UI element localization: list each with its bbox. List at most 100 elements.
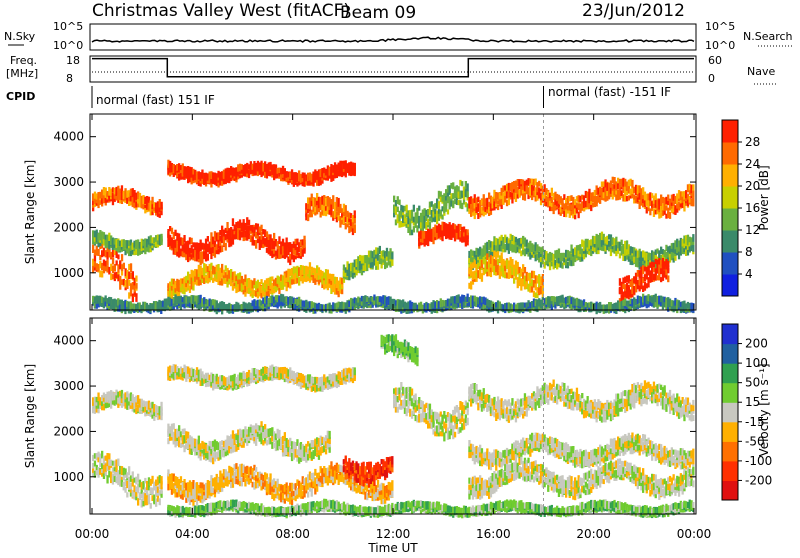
power-colorbar-tick-label: 4 bbox=[745, 267, 753, 281]
nsky-tick-low: 10^0 bbox=[53, 39, 83, 52]
power-cell bbox=[354, 210, 356, 218]
nsearch-tick-high: 10^5 bbox=[705, 20, 735, 33]
velocity-cell bbox=[126, 492, 128, 497]
power-band-10 bbox=[468, 177, 694, 220]
freq-label-2: [MHz] bbox=[6, 67, 38, 80]
power-band-3 bbox=[167, 160, 356, 188]
power-cell bbox=[130, 263, 132, 272]
power-cell bbox=[354, 163, 356, 169]
power-cell bbox=[413, 205, 415, 212]
power-cell bbox=[303, 236, 305, 244]
velocity-band-0 bbox=[92, 390, 163, 421]
power-cell bbox=[631, 180, 633, 188]
power-cell bbox=[354, 225, 356, 234]
power-colorbar-segment bbox=[722, 274, 738, 297]
power-cell bbox=[692, 234, 694, 242]
nave-label: Nave bbox=[747, 65, 775, 78]
power-cell bbox=[467, 229, 469, 235]
velocity-band-2 bbox=[167, 364, 356, 392]
power-cell bbox=[112, 258, 114, 265]
power-cell bbox=[160, 234, 162, 241]
power-cell bbox=[123, 263, 125, 268]
power-ytick-label: 3000 bbox=[53, 175, 84, 189]
power-colorbar-label: Power [dB] bbox=[757, 165, 771, 230]
date-label: 23/Jun/2012 bbox=[582, 1, 685, 21]
nsky-trace bbox=[92, 37, 694, 42]
power-band-0 bbox=[92, 185, 163, 218]
freq-label-1: Freq. bbox=[10, 54, 37, 67]
power-cell bbox=[135, 283, 137, 288]
nave-tick-low: 0 bbox=[708, 72, 715, 85]
power-cell bbox=[289, 259, 291, 265]
power-cell bbox=[207, 236, 209, 242]
frequency-trace bbox=[92, 59, 694, 77]
power-cell bbox=[121, 254, 123, 261]
power-cell bbox=[207, 254, 209, 261]
velocity-cell bbox=[148, 494, 150, 501]
power-cell bbox=[692, 190, 694, 198]
power-band-7 bbox=[343, 246, 394, 283]
power-band-6 bbox=[167, 262, 343, 300]
power-colorbar-segment bbox=[722, 142, 738, 165]
nsky-panel bbox=[90, 24, 696, 50]
beam-label: Beam 09 bbox=[340, 3, 416, 23]
velocity-cell bbox=[117, 459, 119, 467]
nsearch-tick-low: 10^0 bbox=[705, 39, 735, 52]
power-ytick-label: 4000 bbox=[53, 130, 84, 144]
power-cell bbox=[438, 201, 440, 209]
power-colorbar-segment bbox=[722, 164, 738, 187]
velocity-cell bbox=[160, 476, 162, 484]
power-ytick-label: 1000 bbox=[53, 266, 84, 280]
station-title: Christmas Valley West (fitACF) bbox=[92, 1, 350, 21]
nsearch-label: N.Search bbox=[743, 30, 793, 43]
power-cell bbox=[692, 198, 694, 207]
power-cell bbox=[447, 209, 449, 214]
nsky-label: N.Sky bbox=[4, 30, 36, 43]
freq-tick-low: 8 bbox=[66, 72, 73, 85]
power-cell bbox=[398, 200, 400, 206]
power-cell bbox=[467, 183, 469, 191]
cpid-segment-2: normal (fast) -151 IF bbox=[548, 85, 671, 99]
power-cell bbox=[106, 260, 108, 265]
power-cell bbox=[225, 243, 227, 251]
power-colorbar-segment bbox=[722, 186, 738, 209]
power-ytick-label: 2000 bbox=[53, 220, 84, 234]
velocity-band-1 bbox=[92, 451, 163, 509]
power-cell bbox=[114, 265, 116, 270]
power-cell bbox=[418, 206, 420, 211]
nave-tick-high: 60 bbox=[708, 54, 722, 67]
velocity-cell bbox=[150, 503, 152, 509]
power-cell bbox=[669, 212, 671, 219]
power-data-layer bbox=[92, 114, 695, 314]
power-y-label: Slant Range [km] bbox=[23, 160, 37, 264]
cpid-segment-1: normal (fast) 151 IF bbox=[96, 93, 215, 107]
power-panel: 1000 2000 3000 4000 Slant Range [km] bbox=[23, 114, 696, 314]
power-cell bbox=[667, 261, 669, 267]
power-band-4 bbox=[167, 217, 305, 265]
power-colorbar-segment bbox=[722, 252, 738, 275]
power-band-5 bbox=[305, 193, 356, 235]
velocity-cell bbox=[160, 402, 162, 411]
power-cell bbox=[135, 276, 137, 282]
power-cell bbox=[117, 254, 119, 259]
velocity-cell bbox=[128, 466, 130, 475]
freq-panel bbox=[90, 56, 696, 82]
power-colorbar-segment bbox=[722, 230, 738, 253]
velocity-data-layer bbox=[92, 318, 695, 518]
power-colorbar-tick-label: 28 bbox=[745, 135, 760, 149]
power-cell bbox=[692, 184, 694, 190]
velocity-cell bbox=[159, 498, 161, 505]
freq-tick-high: 18 bbox=[66, 54, 80, 67]
power-colorbar-tick-label: 8 bbox=[745, 245, 753, 259]
power-cell bbox=[248, 220, 250, 226]
power-cell bbox=[667, 275, 669, 282]
power-cell bbox=[97, 249, 99, 255]
cpid-label: CPID bbox=[6, 90, 35, 103]
power-cell bbox=[391, 252, 393, 259]
power-cell bbox=[461, 181, 463, 186]
power-colorbar-segment bbox=[722, 120, 738, 143]
power-cell bbox=[135, 293, 137, 302]
